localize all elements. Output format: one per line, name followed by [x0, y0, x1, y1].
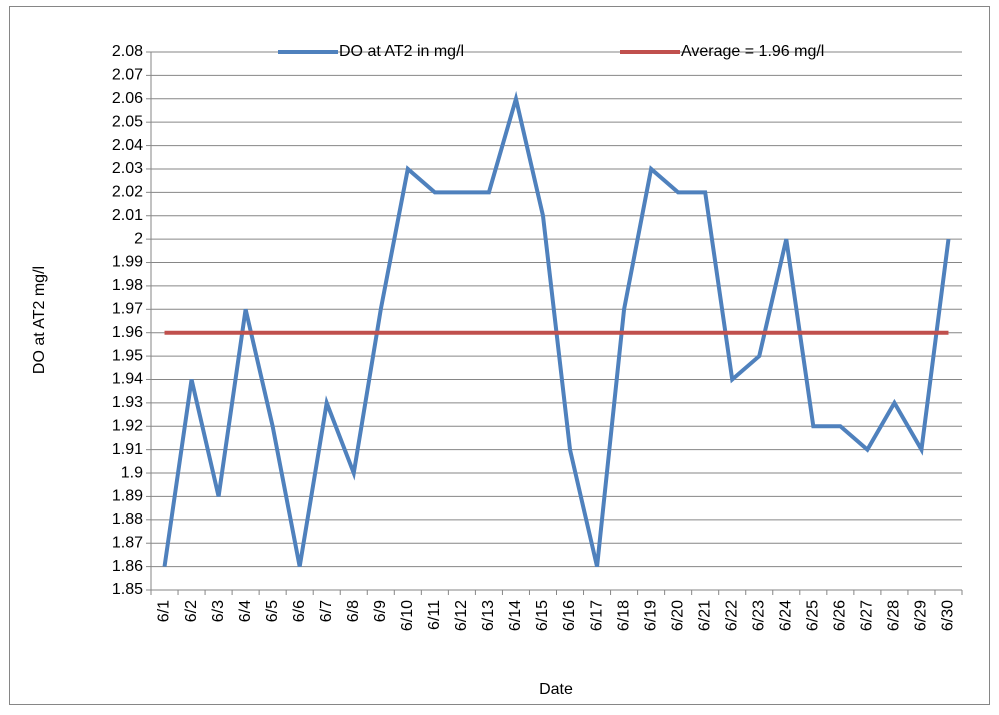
y-tick-label: 2.04 — [112, 137, 143, 154]
y-tick-label: 1.91 — [112, 441, 143, 458]
x-tick-label: 6/24 — [778, 600, 795, 631]
y-axis-title: DO at AT2 mg/l — [31, 266, 48, 374]
y-tick-label: 1.85 — [112, 581, 143, 598]
y-tick-label: 2.01 — [112, 207, 143, 224]
x-tick-label: 6/7 — [318, 600, 335, 622]
x-tick-label: 6/13 — [480, 600, 497, 631]
x-tick-label: 6/6 — [291, 600, 308, 622]
y-tick-label: 1.96 — [112, 324, 143, 341]
x-tick-label: 6/15 — [534, 600, 551, 631]
x-tick-label: 6/22 — [723, 600, 740, 631]
y-tick-label: 1.94 — [112, 371, 143, 388]
x-tick-label: 6/19 — [642, 600, 659, 631]
x-tick-label: 6/21 — [696, 600, 713, 631]
y-tick-label: 1.95 — [112, 347, 143, 364]
x-tick-label: 6/26 — [832, 600, 849, 631]
x-tick-label: 6/2 — [183, 600, 200, 622]
x-tick-label: 6/8 — [345, 600, 362, 622]
chart-border — [9, 6, 990, 705]
y-tick-label: 1.89 — [112, 488, 143, 505]
x-tick-label: 6/1 — [156, 600, 173, 622]
y-tick-label: 2.06 — [112, 90, 143, 107]
y-tick-label: 2.02 — [112, 184, 143, 201]
x-tick-label: 6/29 — [913, 600, 930, 631]
x-tick-label: 6/12 — [453, 600, 470, 631]
y-tick-label: 1.86 — [112, 558, 143, 575]
x-tick-label: 6/5 — [264, 600, 281, 622]
x-tick-label: 6/25 — [805, 600, 822, 631]
y-tick-label: 2.05 — [112, 113, 143, 130]
x-tick-label: 6/14 — [507, 600, 524, 631]
y-tick-label: 1.87 — [112, 534, 143, 551]
x-tick-label: 6/20 — [669, 600, 686, 631]
x-tick-label: 6/18 — [615, 600, 632, 631]
y-tick-label: 1.9 — [121, 464, 143, 481]
y-tick-label: 2.03 — [112, 160, 143, 177]
x-tick-label: 6/23 — [750, 600, 767, 631]
x-tick-label: 6/28 — [886, 600, 903, 631]
y-tick-label: 1.92 — [112, 417, 143, 434]
x-tick-label: 6/10 — [399, 600, 416, 631]
y-tick-label: 1.98 — [112, 277, 143, 294]
x-tick-label: 6/16 — [561, 600, 578, 631]
y-tick-label: 2.08 — [112, 43, 143, 60]
x-tick-label: 6/3 — [210, 600, 227, 622]
x-axis-title: Date — [539, 681, 573, 698]
y-tick-label: 1.93 — [112, 394, 143, 411]
y-tick-label: 1.99 — [112, 254, 143, 271]
x-tick-label: 6/9 — [372, 600, 389, 622]
x-tick-label: 6/30 — [940, 600, 957, 631]
y-tick-label: 1.97 — [112, 301, 143, 318]
y-tick-label: 2 — [134, 230, 143, 247]
y-tick-label: 1.88 — [112, 511, 143, 528]
x-tick-label: 6/11 — [426, 600, 443, 630]
legend-label: Average = 1.96 mg/l — [681, 43, 824, 60]
legend-label: DO at AT2 in mg/l — [339, 43, 464, 60]
x-tick-label: 6/27 — [859, 600, 876, 631]
x-tick-label: 6/4 — [237, 600, 254, 622]
y-tick-label: 2.07 — [112, 67, 143, 84]
x-tick-label: 6/17 — [588, 600, 605, 631]
